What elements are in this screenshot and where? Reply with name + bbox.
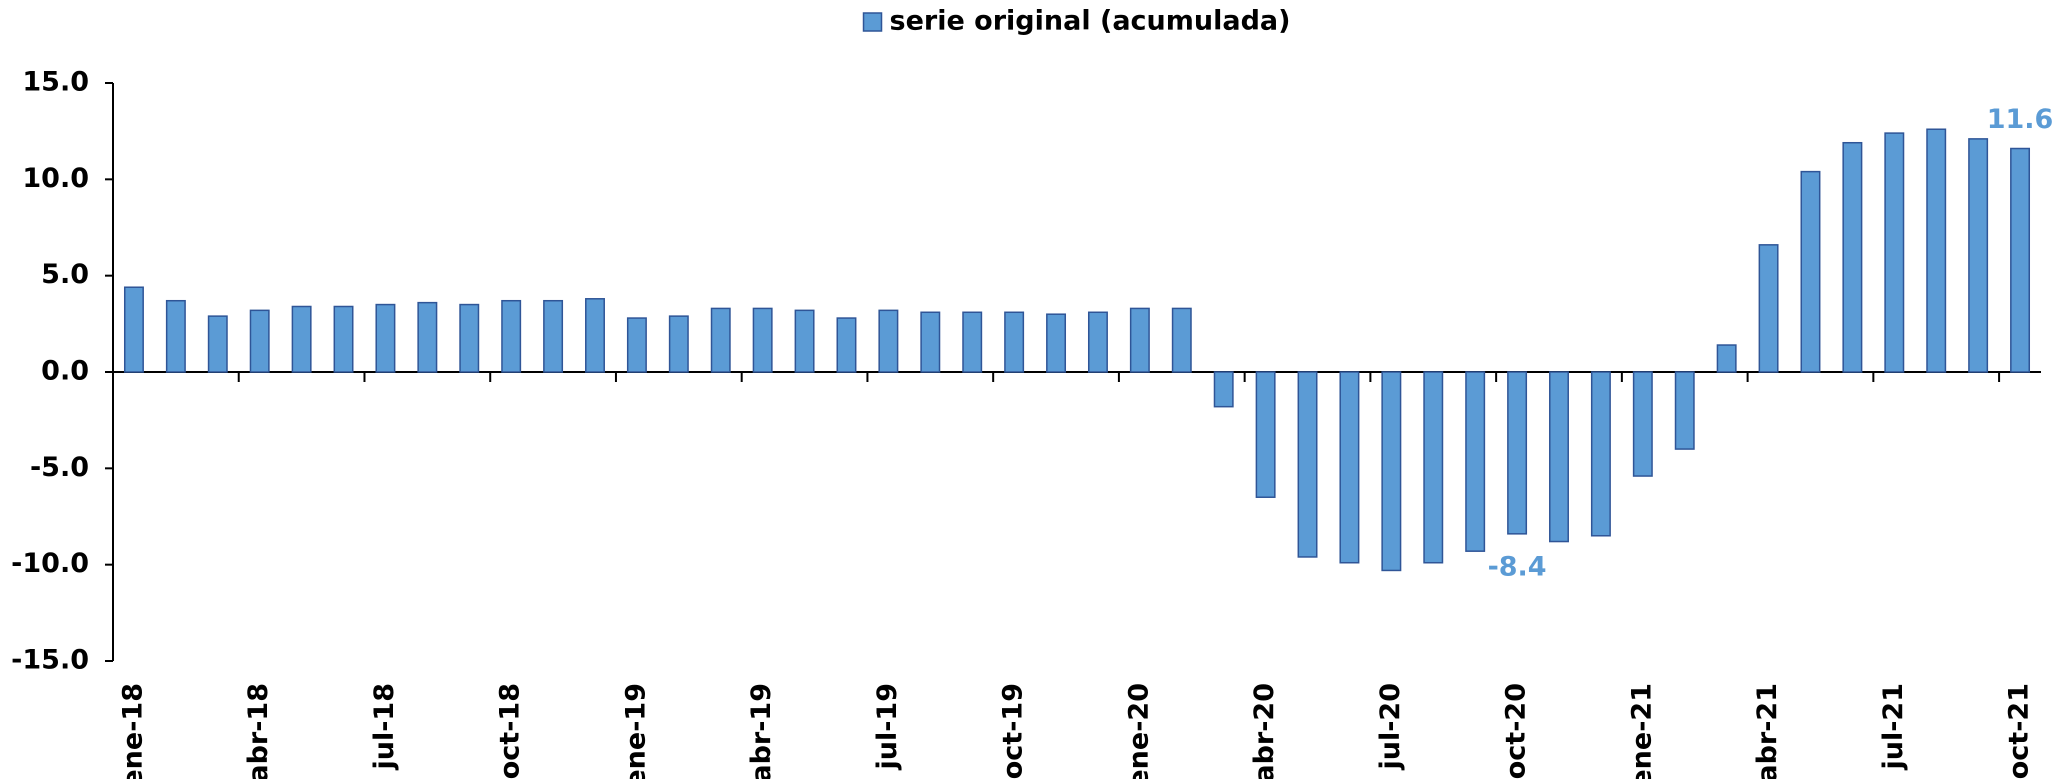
bar: [794, 309, 815, 373]
bar: [2010, 147, 2031, 373]
bar: [962, 311, 983, 373]
bar: [878, 309, 899, 373]
bar: [1716, 344, 1737, 373]
data-label: 11.6: [1987, 104, 2054, 135]
bar: [1381, 371, 1402, 572]
bar: [920, 311, 941, 373]
bar: [1171, 307, 1192, 373]
bar: [1423, 371, 1444, 564]
bar: [165, 299, 186, 373]
x-tick-label: ene-20: [1123, 683, 1154, 779]
bar: [710, 307, 731, 373]
x-tick-label: ene-19: [620, 683, 651, 779]
bar: [459, 303, 480, 373]
y-tick-label: -5.0: [30, 452, 89, 483]
y-tick-label: -10.0: [11, 548, 89, 579]
bar: [1507, 371, 1528, 535]
x-tick-label: jul-19: [872, 683, 903, 771]
x-tick-label: oct-20: [1501, 683, 1532, 779]
x-tick-label: abr-21: [1752, 683, 1783, 779]
bar: [1968, 138, 1989, 373]
bar: [1549, 371, 1569, 543]
bar: [1046, 313, 1067, 373]
legend-swatch: [862, 12, 883, 32]
bar: [123, 286, 144, 373]
bar: [1884, 132, 1905, 373]
y-tick-label: 15.0: [22, 67, 89, 98]
data-label: -8.4: [1488, 551, 1547, 582]
x-tick-label: ene-18: [117, 683, 148, 779]
bar: [1842, 141, 1863, 373]
bar: [626, 317, 647, 373]
bar: [291, 305, 312, 373]
bar: [1926, 128, 1947, 373]
bar: [1674, 371, 1695, 450]
bar: [501, 299, 522, 373]
bar: [417, 301, 438, 373]
bar: [1465, 371, 1486, 552]
x-tick-label: jul-20: [1375, 683, 1406, 771]
bar: [668, 315, 689, 373]
bar: [585, 298, 605, 373]
bar: [333, 305, 354, 373]
bar: [1004, 311, 1025, 373]
y-tick-label: 10.0: [22, 163, 89, 194]
bar: [1087, 311, 1108, 373]
bar: [1255, 371, 1276, 498]
bar: [1129, 307, 1150, 373]
legend-label: serie original (acumulada): [890, 6, 1291, 37]
y-tick-label: -15.0: [11, 645, 89, 676]
bar: [1297, 371, 1318, 558]
bar: [752, 307, 773, 373]
bar: [1800, 170, 1821, 373]
x-tick-label: jul-18: [369, 683, 400, 771]
y-tick-label: 5.0: [41, 259, 89, 290]
bar: [1339, 371, 1360, 564]
x-tick-label: abr-19: [746, 683, 777, 779]
bar: [1632, 371, 1653, 477]
bar: [543, 299, 564, 373]
bar: [1758, 244, 1779, 373]
bar: [1213, 371, 1234, 408]
x-tick-label: oct-21: [2004, 683, 2035, 779]
y-tick-label: 0.0: [41, 356, 89, 387]
x-tick-label: abr-18: [243, 683, 274, 779]
bar: [375, 303, 396, 373]
x-tick-label: oct-19: [998, 683, 1029, 779]
x-tick-label: abr-20: [1249, 683, 1280, 779]
bar: [207, 315, 228, 373]
x-tick-label: ene-21: [1626, 683, 1657, 779]
bar: [1590, 371, 1611, 537]
bar: [249, 309, 270, 373]
x-tick-label: oct-18: [495, 683, 526, 779]
bar: [836, 317, 857, 373]
x-tick-label: jul-21: [1878, 683, 1909, 771]
